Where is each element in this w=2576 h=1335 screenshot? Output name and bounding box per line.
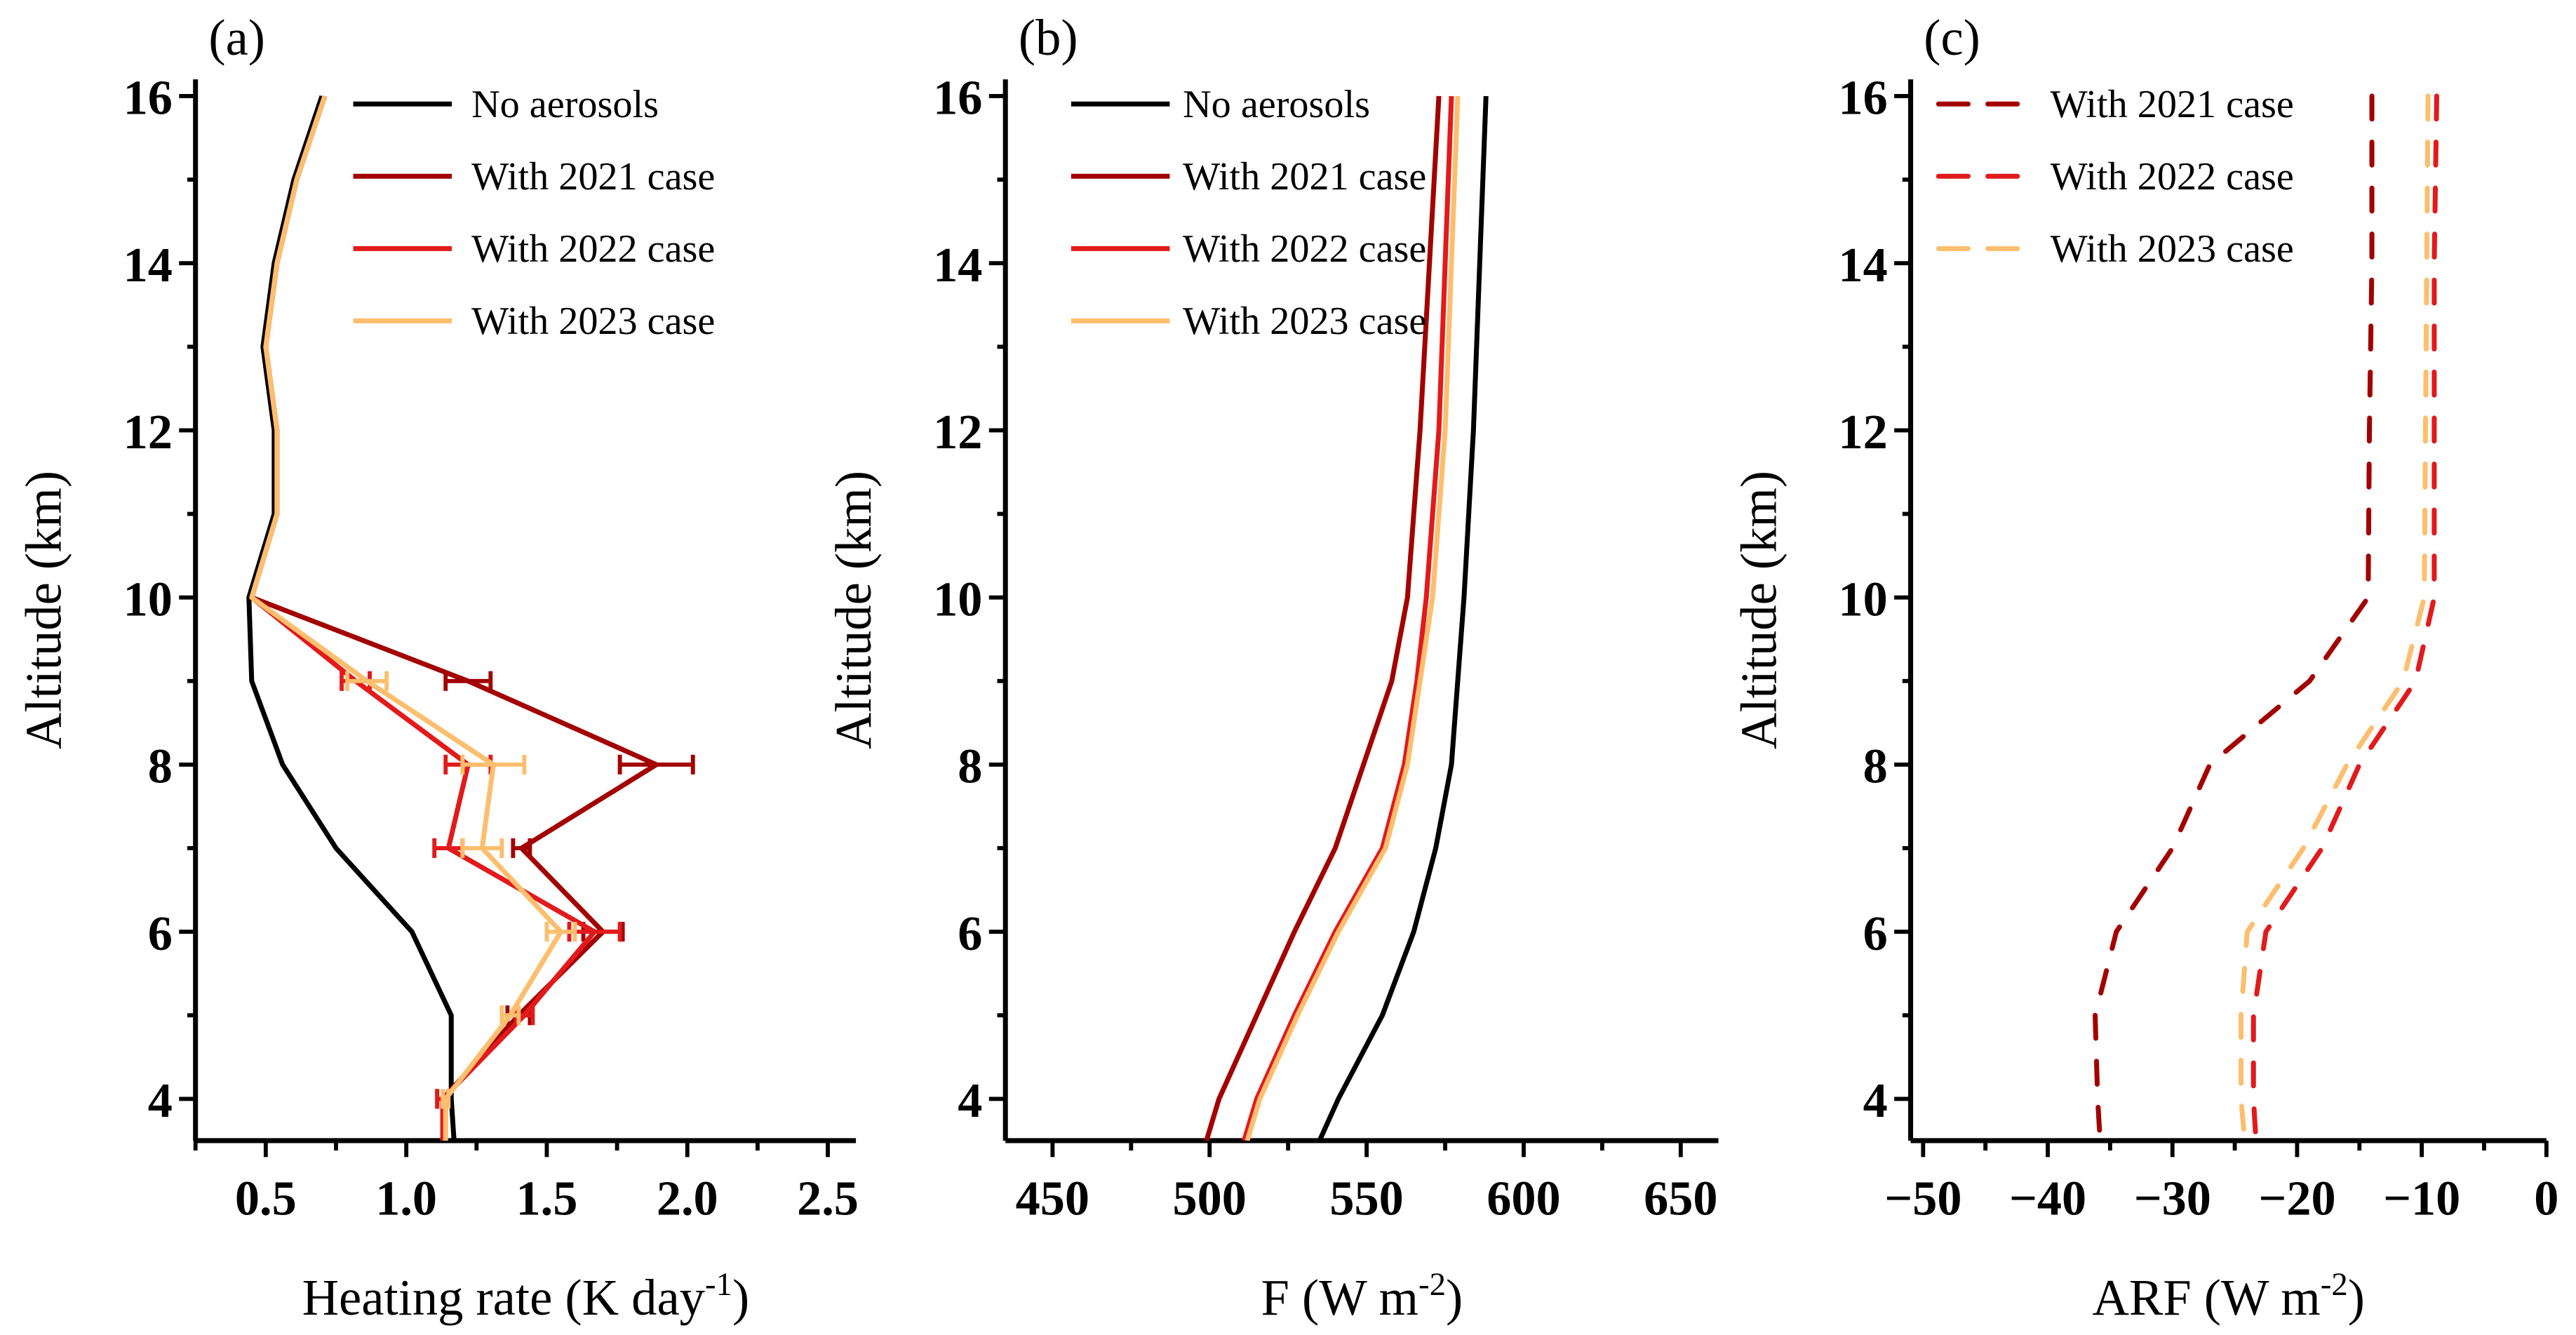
panel-b: 4 6 8 10 12 14 16 450 500 550 600 650 F (W m-2) Altit… [825,9,1719,1326]
y-tick-label: 10 [1839,572,1888,626]
plot-area [246,95,695,1141]
panel-label: (a) [208,9,265,66]
x-tick-label: 600 [1487,1171,1560,1226]
y-tick-label: 6 [958,906,982,961]
x-tick-label: 1.0 [375,1171,437,1226]
y-tick-label: 4 [958,1073,982,1128]
legend-label: With 2022 case [471,227,715,271]
y-tick-label: 12 [933,405,982,459]
x-axis-label: Heating rate (K day-1) [302,1266,750,1326]
panel-a: 4 6 8 10 12 14 16 0.5 1.0 1.5 2.0 2.5 Heating rate (… [15,9,859,1326]
x-tick-label: 650 [1644,1171,1717,1226]
y-tick-label: 8 [1863,739,1888,794]
x-tick-label: 0 [2534,1171,2558,1226]
x-tick-label: −10 [2383,1171,2460,1226]
y-tick-label: 10 [933,572,982,626]
legend-label: With 2023 case [1183,300,1426,343]
legend-label: No aerosols [471,83,659,126]
y-tick-label: 4 [148,1073,173,1128]
legend-label: With 2023 case [471,300,715,343]
y-tick-label: 12 [1839,405,1888,459]
y-tick-label: 12 [123,405,173,459]
panel-label: (c) [1924,9,1980,66]
y-tick-label: 16 [1839,71,1888,126]
x-tick-label: −40 [2009,1171,2086,1226]
plot-area [1204,95,1489,1141]
x-tick-label: 2.0 [657,1171,718,1226]
legend-label: With 2023 case [2051,227,2294,271]
y-tick-label: 16 [933,71,982,126]
plot-area [2093,93,2439,1141]
y-tick-label: 8 [148,739,173,794]
series-line-no-aerosols [246,95,457,1141]
x-tick-label: 450 [1016,1171,1089,1226]
legend-label: With 2022 case [1183,227,1426,271]
y-axis-label: Altitude (km) [825,471,882,749]
x-tick-label: 1.5 [516,1171,578,1226]
legend-label: With 2022 case [2051,155,2294,199]
legend-label: No aerosols [1183,83,1370,126]
legend-label: With 2021 case [2051,83,2294,126]
y-tick-label: 14 [1839,238,1888,293]
legend-label: With 2021 case [1183,155,1426,199]
x-axis-label: ARF (W m-2) [2092,1266,2364,1326]
y-tick-label: 6 [1863,906,1888,961]
series-line-with-2023-case [249,95,563,1141]
y-tick-label: 8 [958,739,982,794]
y-tick-label: 10 [123,572,173,626]
x-tick-label: 500 [1173,1171,1247,1226]
panel-c: 4 6 8 10 12 14 16 −50 −40 −30 −20 −10 0 ARF (W m-2) Al… [1731,9,2559,1326]
y-tick-label: 4 [1863,1073,1888,1128]
legend-label: With 2021 case [471,155,715,199]
panel-label: (b) [1019,9,1078,66]
y-axis-label: Altitude (km) [1731,471,1787,749]
x-tick-label: −20 [2258,1171,2335,1226]
x-axis-label: F (W m-2) [1261,1266,1463,1326]
x-tick-label: −50 [1884,1171,1961,1226]
y-tick-label: 16 [123,71,173,126]
y-tick-label: 14 [123,238,173,293]
x-tick-label: 550 [1329,1171,1403,1226]
x-tick-label: 0.5 [235,1171,297,1226]
y-axis-label: Altitude (km) [15,471,72,749]
x-tick-label: −30 [2134,1171,2211,1226]
y-tick-label: 6 [148,906,173,961]
y-tick-label: 14 [933,238,982,293]
x-tick-label: 2.5 [797,1171,859,1226]
